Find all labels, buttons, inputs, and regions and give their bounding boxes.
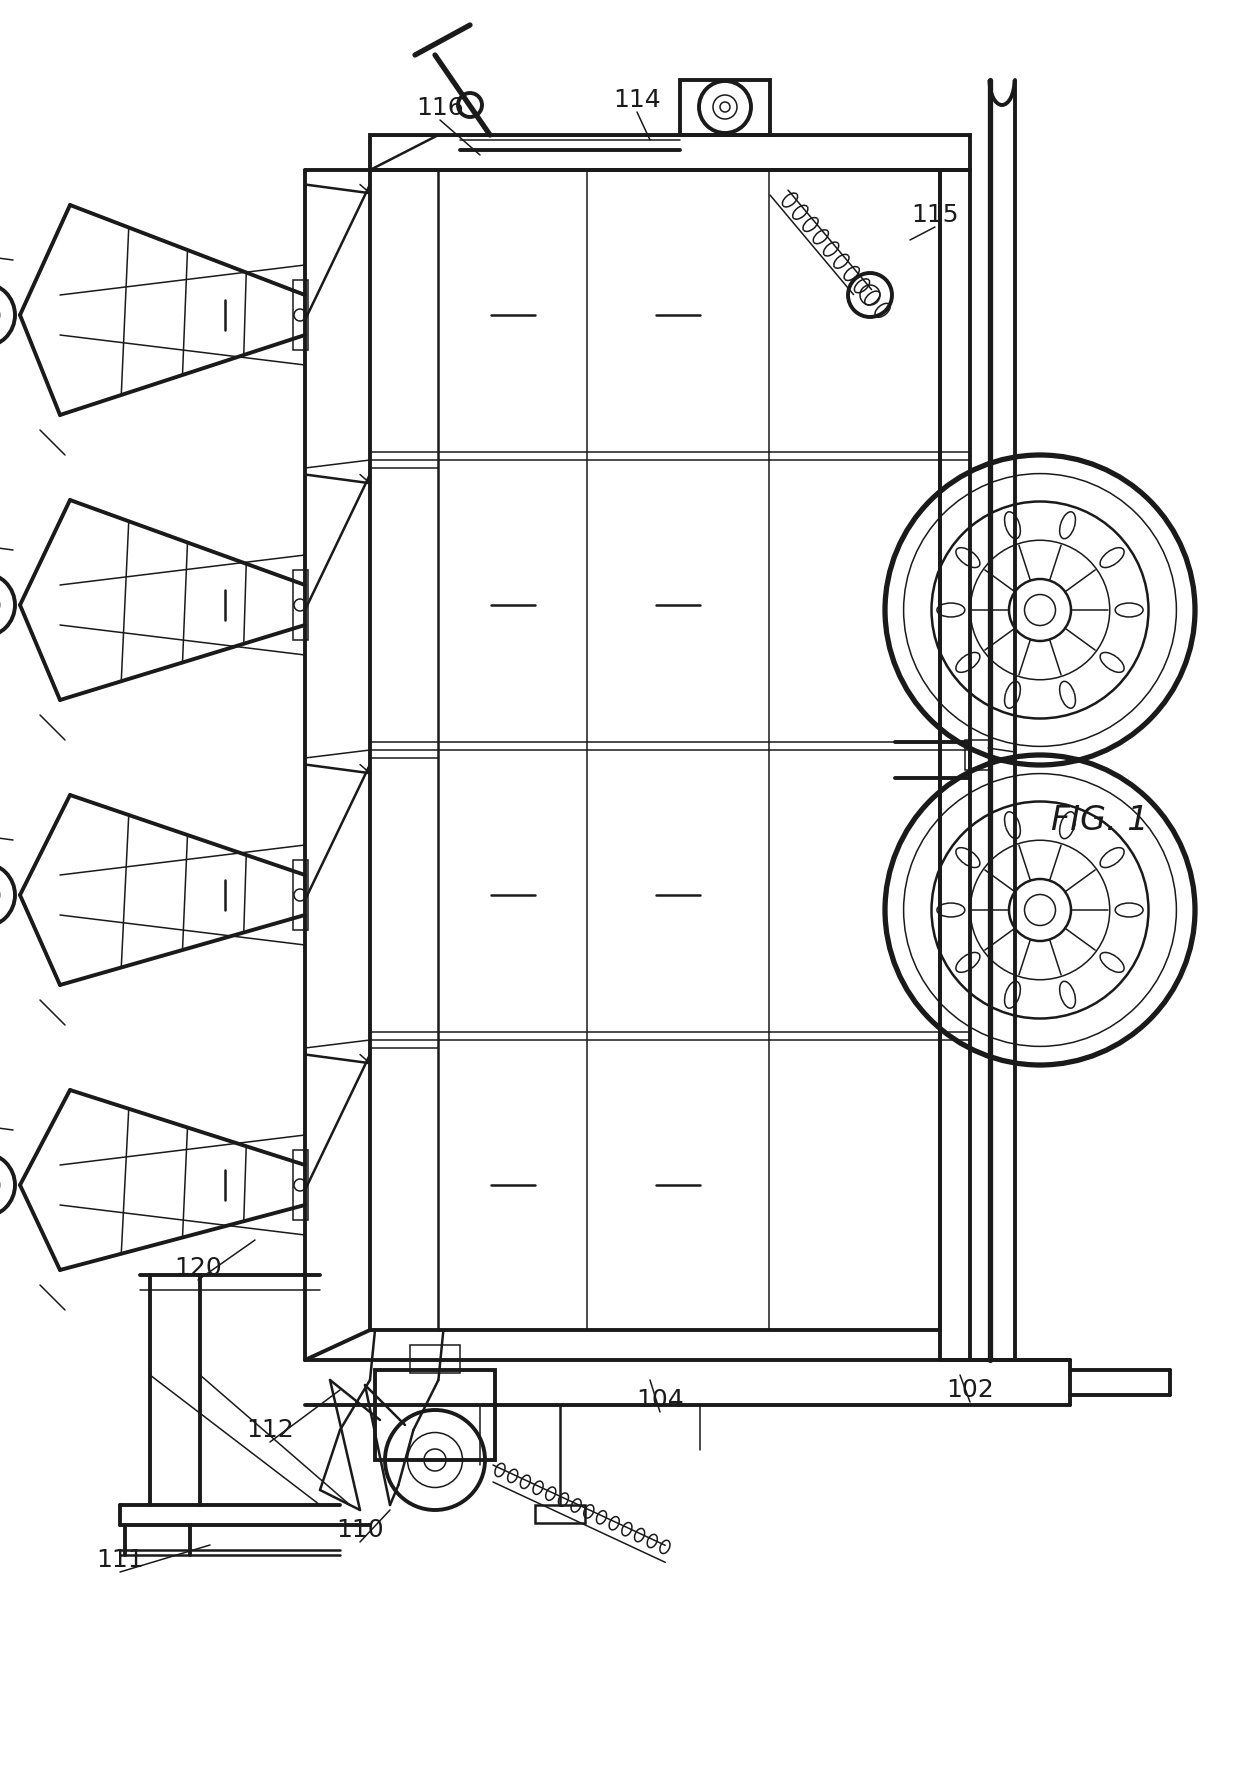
Circle shape bbox=[720, 102, 730, 112]
Text: 102: 102 bbox=[946, 1377, 994, 1402]
Bar bbox=[940, 169, 970, 1360]
Text: FIG. 1: FIG. 1 bbox=[1052, 804, 1148, 836]
Circle shape bbox=[1024, 595, 1055, 625]
Circle shape bbox=[424, 1449, 446, 1470]
Bar bbox=[370, 169, 940, 1329]
Bar bbox=[410, 1345, 460, 1372]
Bar bbox=[965, 740, 990, 770]
Text: 120: 120 bbox=[174, 1256, 222, 1279]
Circle shape bbox=[458, 93, 482, 118]
Circle shape bbox=[294, 1180, 306, 1190]
Text: 104: 104 bbox=[636, 1388, 684, 1411]
Bar bbox=[374, 1370, 495, 1459]
Bar bbox=[370, 135, 970, 169]
Bar bbox=[534, 1506, 585, 1524]
Circle shape bbox=[294, 889, 306, 902]
Text: 116: 116 bbox=[417, 96, 464, 119]
Bar bbox=[293, 861, 308, 930]
Circle shape bbox=[294, 308, 306, 321]
Text: 114: 114 bbox=[613, 87, 661, 112]
Bar bbox=[293, 1149, 308, 1221]
Text: 115: 115 bbox=[911, 203, 959, 226]
Text: 110: 110 bbox=[336, 1518, 384, 1541]
Text: 112: 112 bbox=[246, 1418, 294, 1442]
Bar bbox=[293, 280, 308, 349]
Bar bbox=[680, 80, 770, 135]
Bar bbox=[293, 570, 308, 640]
Text: 111: 111 bbox=[97, 1549, 144, 1572]
Circle shape bbox=[1024, 895, 1055, 925]
Circle shape bbox=[294, 599, 306, 611]
